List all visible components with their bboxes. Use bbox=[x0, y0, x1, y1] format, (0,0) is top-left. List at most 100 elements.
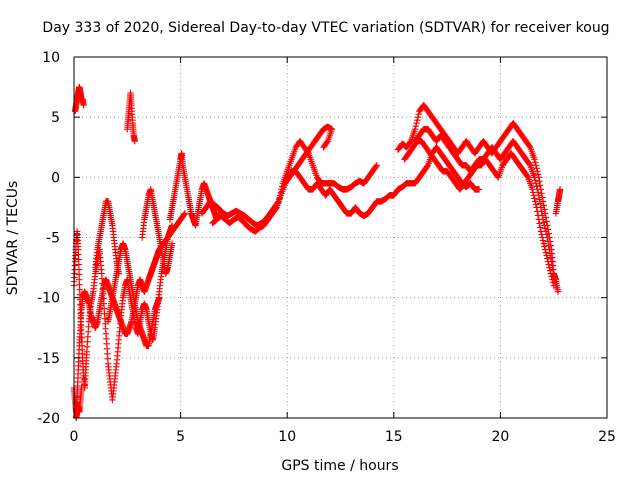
data-point bbox=[543, 252, 550, 259]
data-point bbox=[524, 173, 531, 180]
data-point bbox=[532, 177, 539, 184]
data-point bbox=[529, 189, 537, 196]
data-point bbox=[541, 243, 548, 250]
chart-title: Day 333 of 2020, Sidereal Day-to-day VTE… bbox=[42, 20, 609, 36]
data-point bbox=[556, 186, 564, 193]
data-point bbox=[181, 210, 189, 217]
data-point bbox=[544, 238, 552, 245]
data-point bbox=[549, 279, 557, 286]
data-point bbox=[78, 384, 85, 392]
data-point bbox=[526, 143, 533, 150]
data-point bbox=[546, 264, 553, 271]
series-arc bbox=[198, 138, 380, 229]
series-arc bbox=[124, 89, 138, 145]
data-point bbox=[320, 144, 327, 151]
x-tick-label: 15 bbox=[385, 429, 403, 445]
y-tick-label: -15 bbox=[37, 351, 60, 367]
y-tick-label: 5 bbox=[51, 110, 60, 126]
data-point bbox=[536, 178, 543, 185]
data-point bbox=[541, 246, 549, 253]
data-point bbox=[549, 276, 556, 283]
data-point bbox=[413, 119, 420, 127]
data-point bbox=[168, 240, 176, 247]
series-arc bbox=[411, 126, 560, 289]
y-tick-label: -5 bbox=[46, 231, 60, 247]
data-point bbox=[542, 249, 550, 256]
data-point bbox=[546, 250, 554, 257]
data-point bbox=[475, 186, 483, 193]
data-point bbox=[545, 242, 552, 249]
x-axis-label: GPS time / hours bbox=[281, 458, 398, 474]
data-point bbox=[532, 180, 540, 187]
x-tick-label: 20 bbox=[491, 429, 509, 445]
data-point bbox=[532, 159, 539, 166]
data-point bbox=[531, 195, 538, 202]
data-point bbox=[532, 162, 540, 169]
y-tick-labels: -20 -15 -10 -5 0 5 10 bbox=[37, 50, 60, 427]
data-point bbox=[547, 270, 555, 277]
data-point bbox=[540, 240, 547, 247]
y-axis-label: SDTVAR / TECUs bbox=[5, 181, 21, 296]
data-points bbox=[70, 83, 564, 422]
data-point bbox=[534, 212, 542, 219]
y-tick-label: 10 bbox=[42, 50, 60, 66]
series-arc bbox=[72, 384, 85, 422]
data-point bbox=[544, 258, 552, 265]
data-point bbox=[536, 182, 544, 189]
y-tick-label: -10 bbox=[37, 291, 60, 307]
data-point bbox=[415, 110, 422, 118]
series-arc bbox=[279, 144, 483, 220]
data-point bbox=[414, 116, 421, 124]
data-point bbox=[536, 196, 543, 203]
data-point bbox=[540, 219, 547, 226]
data-point bbox=[272, 205, 280, 212]
data-point bbox=[526, 161, 533, 168]
data-point bbox=[411, 126, 419, 133]
data-point bbox=[414, 113, 422, 121]
data-point bbox=[544, 255, 551, 262]
data-point bbox=[373, 162, 380, 169]
data-point bbox=[533, 204, 540, 211]
data-point bbox=[531, 174, 538, 181]
data-point bbox=[406, 139, 414, 146]
data-point bbox=[424, 163, 431, 170]
data-point bbox=[412, 122, 420, 130]
series-arc bbox=[104, 240, 163, 349]
data-point bbox=[554, 288, 562, 295]
data-point bbox=[539, 237, 547, 244]
x-tick-labels: 0 5 10 15 20 25 bbox=[70, 429, 616, 445]
data-point bbox=[372, 163, 380, 170]
data-point bbox=[131, 138, 138, 145]
gridlines bbox=[74, 57, 607, 418]
data-point bbox=[530, 192, 538, 199]
tick-marks bbox=[73, 56, 608, 419]
data-point bbox=[80, 101, 87, 109]
data-point bbox=[541, 225, 549, 232]
data-point bbox=[535, 216, 542, 223]
data-point bbox=[534, 171, 542, 178]
data-point bbox=[180, 211, 188, 218]
data-point bbox=[550, 282, 557, 289]
x-tick-label: 0 bbox=[70, 429, 79, 445]
data-point bbox=[533, 183, 540, 190]
series-arc bbox=[401, 138, 557, 289]
data-point bbox=[543, 218, 550, 225]
data-point bbox=[532, 201, 540, 208]
data-point bbox=[541, 222, 548, 229]
y-tick-label: -20 bbox=[37, 411, 60, 427]
data-point bbox=[536, 224, 544, 231]
data-point bbox=[539, 234, 546, 241]
data-point bbox=[534, 208, 541, 215]
x-tick-label: 10 bbox=[278, 429, 296, 445]
data-point bbox=[531, 156, 538, 163]
data-point bbox=[532, 198, 539, 205]
series-arc bbox=[71, 83, 87, 115]
data-point bbox=[547, 254, 555, 261]
series-arc bbox=[552, 186, 564, 217]
data-point bbox=[537, 228, 545, 235]
data-point bbox=[156, 294, 163, 301]
data-point bbox=[536, 220, 543, 227]
data-point bbox=[536, 200, 544, 207]
series-arc bbox=[166, 150, 223, 229]
